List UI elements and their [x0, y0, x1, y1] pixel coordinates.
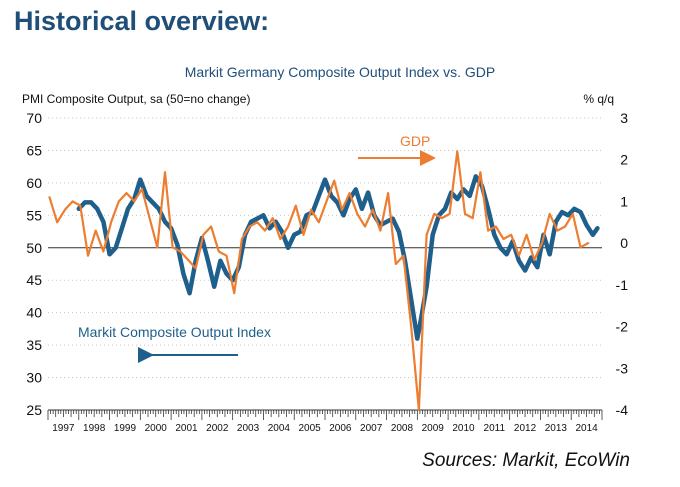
x-tick-label: 2000 [145, 423, 168, 434]
x-tick-label: 2001 [175, 423, 198, 434]
x-tick-label: 2007 [360, 423, 383, 434]
left-tick-label: 35 [26, 337, 42, 353]
left-tick-label: 45 [26, 272, 42, 288]
left-tick-label: 30 [26, 370, 42, 386]
pmi-series-line [76, 174, 600, 341]
left-tick-label: 60 [26, 175, 42, 191]
left-tick-label: 55 [26, 207, 42, 223]
left-tick-label: 25 [26, 402, 42, 418]
x-tick-label: 1998 [83, 423, 106, 434]
gdp-annotation-label: GDP [400, 133, 430, 149]
x-tick-label: 2004 [268, 423, 291, 434]
left-axis-ticks: 70 65 60 55 50 45 40 35 30 25 [26, 110, 42, 418]
x-tick-label: 2014 [575, 423, 598, 434]
page-heading: Historical overview: [14, 6, 270, 36]
right-tick-label: -4 [616, 402, 629, 418]
x-tick-label: 2003 [237, 423, 260, 434]
left-tick-label: 70 [26, 110, 42, 126]
left-tick-label: 50 [26, 240, 42, 256]
right-tick-label: 0 [620, 235, 628, 251]
x-tick-label: 2006 [329, 423, 352, 434]
chart-title: Markit Germany Composite Output Index vs… [184, 64, 496, 80]
gdp-series-line [48, 150, 590, 412]
x-tick-label: 1999 [114, 423, 137, 434]
right-tick-label: -3 [616, 360, 629, 376]
x-tick-label: 2002 [206, 423, 229, 434]
right-tick-label: 2 [620, 152, 628, 168]
x-tick-label: 2005 [298, 423, 321, 434]
source-note: Sources: Markit, EcoWin [422, 450, 630, 471]
x-tick-label: 2010 [452, 423, 475, 434]
right-axis-label: % q/q [583, 92, 614, 106]
left-tick-label: 40 [26, 305, 42, 321]
x-tick-label: 1997 [52, 423, 75, 434]
left-tick-label: 65 [26, 142, 42, 158]
x-tick-label: 2011 [484, 423, 506, 434]
pmi-annotation-label: Markit Composite Output Index [78, 324, 271, 340]
x-axis: 1997 1998 1999 2000 2001 2002 2003 2004 2005 2006… [47, 409, 603, 434]
x-tick-label: 2013 [545, 423, 568, 434]
right-tick-label: 1 [620, 193, 628, 209]
right-axis-ticks: 3 2 1 0 -1 -2 -3 -4 [616, 110, 629, 418]
series-layer [48, 150, 600, 412]
x-tick-label: 2012 [514, 423, 537, 434]
right-tick-label: -2 [616, 319, 629, 335]
x-tick-label: 2008 [391, 423, 414, 434]
right-tick-label: -1 [616, 277, 629, 293]
right-tick-label: 3 [620, 110, 628, 126]
left-axis-label: PMI Composite Output, sa (50=no change) [22, 92, 251, 106]
x-tick-label: 2009 [422, 423, 445, 434]
